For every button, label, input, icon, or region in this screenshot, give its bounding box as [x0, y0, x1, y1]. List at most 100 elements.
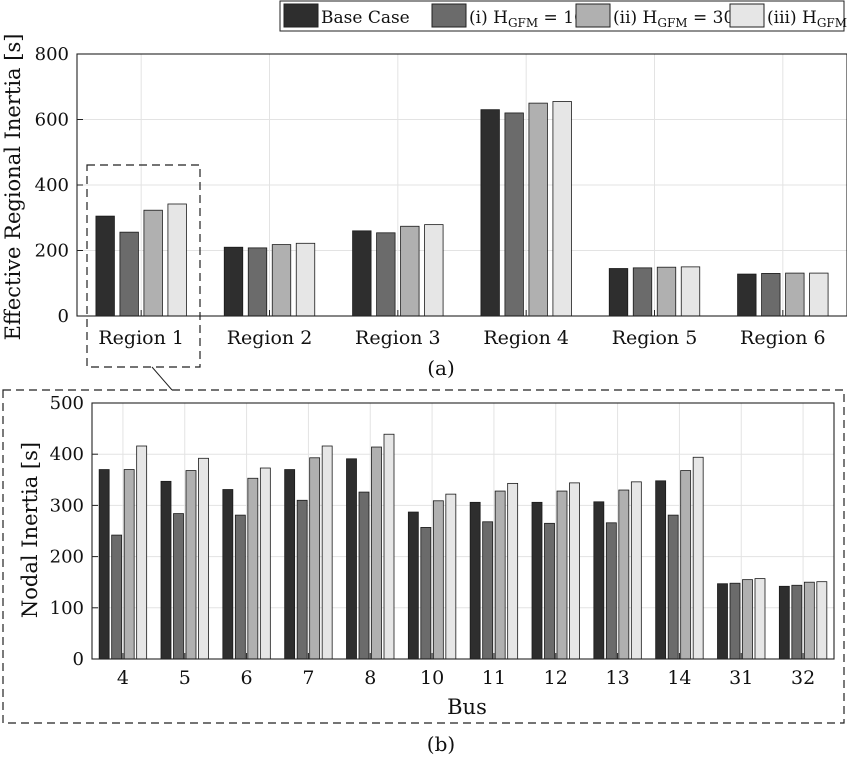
- b-bar-6-s2: [234, 514, 246, 660]
- panel-b-nodal-inertia: 0 100 200 300 400 500 4 5 6 7 8 10 11 12 13 14 31 32 Noda…: [2, 389, 845, 756]
- b-bar-12-s2: [544, 522, 555, 660]
- a-bar-region-2-s4: [295, 242, 316, 317]
- a-ytick-label-2: 400: [35, 175, 69, 196]
- a-bar-region-2-s3: [271, 244, 292, 317]
- b-bar-7-s1: [284, 469, 296, 660]
- b-xtick-label-8: 13: [605, 667, 629, 689]
- b-bar-11-s3: [494, 490, 506, 660]
- b-bar-11-s1: [469, 501, 481, 660]
- a-xtick-label-2: Region 3: [355, 327, 441, 349]
- b-bar-7-s3: [309, 457, 321, 660]
- b-ytick-label-1: 100: [50, 598, 84, 619]
- a-bar-region-5-s4: [680, 266, 701, 317]
- b-bar-8-s4: [383, 433, 395, 660]
- a-bar-region-1-s1: [95, 215, 115, 317]
- a-bar-region-1-s4: [167, 203, 187, 317]
- a-bar-region-2-s1: [223, 246, 244, 317]
- b-ytick-label-3: 300: [50, 495, 84, 516]
- b-bar-5-s3: [185, 470, 197, 660]
- a-bar-region-3-s4: [424, 224, 444, 317]
- legend-swatch-3: [575, 3, 611, 28]
- b-bar-14-s1: [655, 480, 667, 660]
- b-bar-6-s4: [259, 467, 271, 660]
- b-ytick-label-5: 500: [50, 393, 84, 414]
- a-bar-region-3-s1: [352, 230, 372, 317]
- a-ytick-label-3: 600: [35, 110, 69, 131]
- legend-swatch-4: [729, 3, 765, 28]
- b-bar-12-s4: [569, 482, 580, 660]
- b-bar-8-s1: [346, 458, 357, 660]
- legend-swatch-1: [283, 3, 319, 28]
- b-bar-5-s4: [198, 457, 209, 660]
- b-bar-4-s4: [136, 445, 148, 660]
- legend-label-1: Base Case: [321, 8, 410, 28]
- b-bar-8-s3: [371, 446, 382, 660]
- b-bar-10-s2: [420, 527, 432, 660]
- b-bar-31-s2: [729, 582, 741, 660]
- legend-label-4: (iii) HGFM = 50 s: [767, 8, 847, 30]
- a-ytick-label-4: 800: [35, 44, 69, 65]
- b-bar-6-s3: [247, 477, 259, 660]
- b-bar-13-s4: [630, 481, 642, 660]
- b-bar-13-s2: [605, 522, 617, 660]
- b-bar-32-s3: [803, 581, 815, 660]
- a-bar-region-5-s3: [656, 266, 677, 317]
- b-ytick-label-4: 400: [50, 444, 84, 465]
- a-bar-region-6-s1: [737, 273, 757, 317]
- b-bar-31-s1: [717, 583, 728, 660]
- panel-b-caption: (b): [427, 732, 455, 756]
- b-xtick-label-1: 5: [179, 667, 191, 689]
- a-bar-region-4-s1: [480, 109, 500, 317]
- b-xtick-label-5: 10: [420, 667, 444, 689]
- b-xtick-label-10: 31: [729, 667, 753, 689]
- panel-a-y-axis-label: Effective Regional Inertia [s]: [1, 34, 25, 341]
- b-xtick-label-6: 11: [482, 667, 506, 689]
- b-bar-10-s1: [407, 511, 419, 660]
- b-bar-8-s2: [358, 491, 370, 660]
- a-xtick-label-0: Region 1: [98, 327, 184, 349]
- panel-a-regional-inertia: 0 200 400 600 800 Region 1 Region 2 Region 3 Reg…: [1, 34, 847, 391]
- a-bar-region-4-s4: [552, 101, 572, 317]
- a-xtick-label-1: Region 2: [227, 327, 313, 349]
- b-bar-32-s2: [791, 584, 803, 660]
- b-xtick-label-2: 6: [241, 667, 253, 689]
- b-bar-32-s1: [778, 585, 790, 660]
- connector-line: [151, 366, 173, 391]
- region-1-highlight-box: [86, 164, 201, 368]
- b-bar-31-s3: [742, 579, 753, 660]
- b-bar-14-s4: [692, 456, 704, 660]
- a-bar-region-3-s3: [400, 225, 420, 317]
- b-bar-7-s2: [296, 499, 308, 660]
- a-bar-region-3-s2: [376, 232, 396, 317]
- panel-a-caption: (a): [427, 356, 455, 380]
- b-xtick-label-0: 4: [117, 667, 129, 689]
- a-bar-region-1-s3: [143, 209, 163, 317]
- b-xtick-label-4: 8: [364, 667, 376, 689]
- b-bar-10-s4: [445, 493, 457, 660]
- b-bar-5-s1: [160, 480, 172, 660]
- a-bar-region-6-s2: [761, 273, 781, 317]
- b-ytick-label-0: 0: [73, 649, 84, 670]
- a-bar-region-4-s2: [504, 112, 524, 317]
- a-xtick-label-5: Region 6: [740, 327, 826, 349]
- legend-swatch-2: [431, 3, 467, 28]
- b-bar-12-s1: [531, 501, 543, 660]
- b-xtick-label-7: 12: [544, 667, 568, 689]
- b-bar-31-s4: [754, 578, 766, 660]
- a-bar-region-6-s3: [785, 272, 805, 317]
- a-ytick-label-1: 200: [35, 241, 69, 262]
- b-bar-14-s2: [667, 514, 679, 660]
- b-bar-11-s4: [507, 482, 519, 660]
- panel-b-y-axis-label: Nodal Inertia [s]: [18, 442, 42, 618]
- b-bar-12-s3: [556, 490, 568, 660]
- b-bar-4-s3: [123, 469, 135, 660]
- b-axes-frame: [91, 402, 835, 660]
- a-bar-region-6-s4: [809, 272, 829, 317]
- panel-b-dashed-frame: [2, 389, 845, 724]
- a-bar-region-2-s2: [247, 247, 268, 317]
- a-bar-region-4-s3: [528, 102, 548, 317]
- a-xtick-label-3: Region 4: [483, 327, 569, 349]
- legend: Base Case (i) HGFM = 10 s (ii) HGFM = 30 s…: [279, 0, 847, 32]
